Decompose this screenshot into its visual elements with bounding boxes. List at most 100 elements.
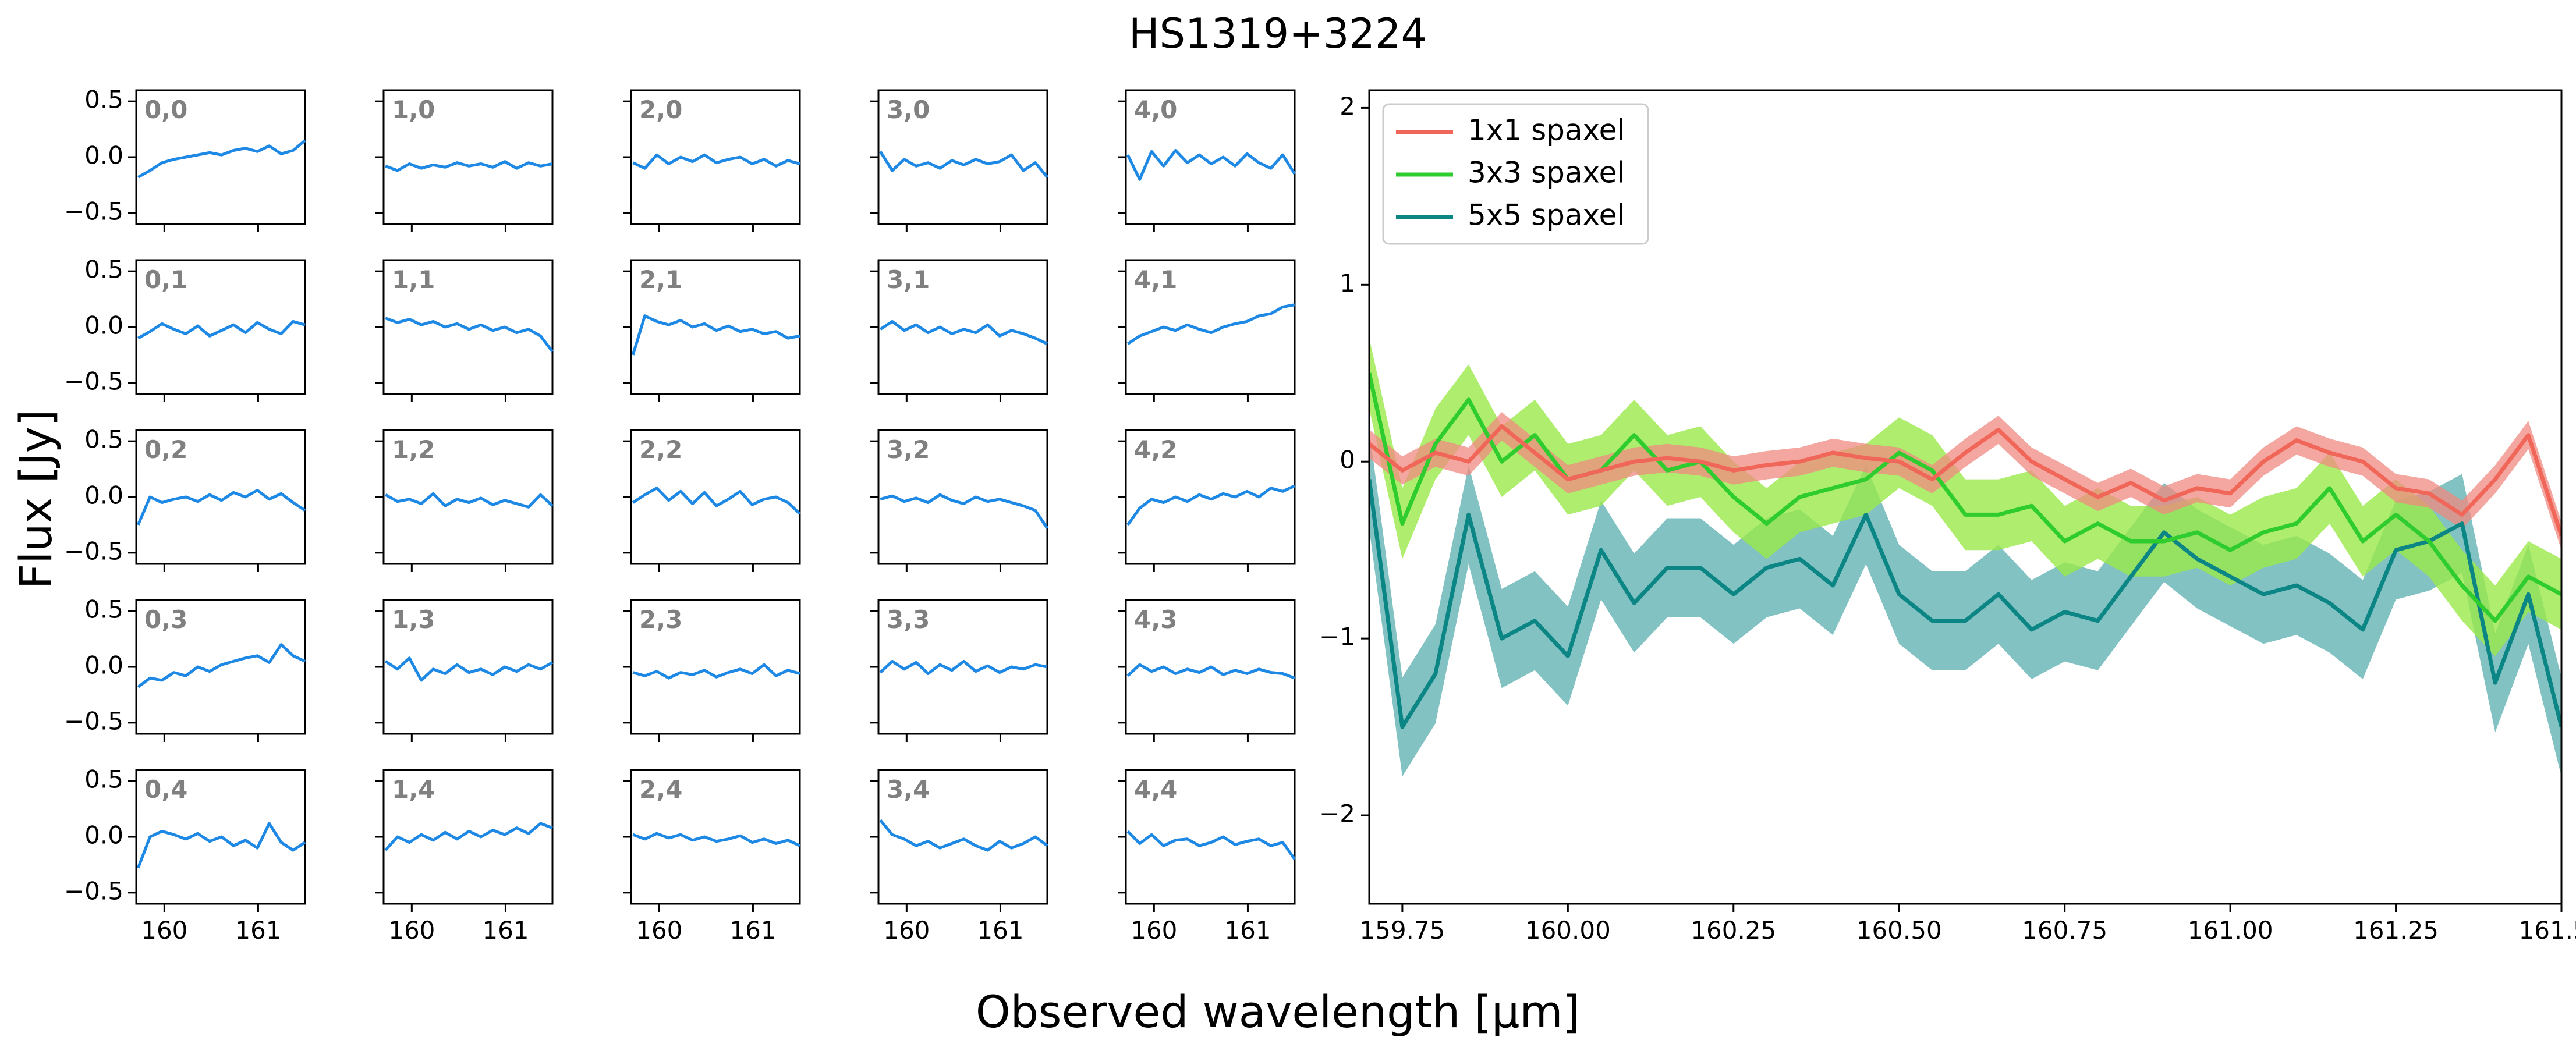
panel-label: 2,2: [639, 435, 682, 464]
y-tick-label: 0.5: [84, 765, 123, 794]
spaxel-panel-0-1: 0,1 0.5 0.0 −0.5: [64, 255, 306, 402]
panel-label: 3,2: [887, 435, 930, 464]
legend-box: [1382, 103, 1649, 245]
panel-label: 3,1: [887, 265, 930, 294]
panel-spectrum-line: [384, 656, 554, 682]
panel-label: 4,2: [1134, 435, 1177, 464]
spaxel-panel-3-1: 3,1: [870, 259, 1048, 402]
plot-frame: [1368, 89, 2563, 905]
panel-spectrum-line: [632, 832, 801, 847]
panel-label: 4,3: [1134, 605, 1177, 634]
spaxel-panel-3-2: 3,2: [870, 429, 1049, 572]
panel-spectrum-line: [1126, 663, 1295, 680]
panel-spectrum-line: [137, 319, 306, 340]
y-tick-label: −0.5: [64, 367, 123, 395]
panel-spectrum-line: [879, 659, 1048, 675]
x-tick-label: 161: [482, 916, 529, 945]
x-tick-label: 161.00: [2188, 916, 2273, 945]
y-tick-label: 0: [1340, 446, 1355, 474]
x-tick-label: 160: [1131, 916, 1177, 945]
legend: 1x1 spaxel 3x3 spaxel 5x5 spaxel: [1382, 103, 1649, 245]
x-tick-label: 160.00: [1525, 916, 1611, 945]
spaxel-panel-3-3: 3,3: [870, 599, 1048, 742]
panel-spectrum-line: [137, 139, 306, 179]
band-1x1-spaxel: [1369, 412, 2561, 551]
spaxel-panel-2-4: 2,4 160 161: [623, 769, 801, 945]
panel-spectrum-line: [632, 663, 800, 680]
panel-label: 1,1: [392, 265, 435, 294]
panel-label: 1,0: [392, 95, 435, 124]
x-tick-label: 160.50: [1856, 916, 1942, 945]
panel-spectrum-line: [879, 319, 1048, 346]
x-axis-label: Observed wavelength [µm]: [976, 986, 1580, 1038]
y-tick-label: −0.5: [64, 537, 123, 565]
y-axis-label: Flux [Jy]: [10, 410, 62, 590]
spaxel-panel-4-4: 4,4 160 161: [1118, 769, 1296, 945]
panel-label: 0,4: [144, 775, 187, 804]
y-tick-label: 0.5: [84, 86, 123, 114]
panel-spectrum-line: [880, 493, 1049, 530]
spaxel-panel-1-3: 1,3: [375, 599, 554, 742]
panel-spectrum-line: [1126, 303, 1295, 345]
spaxel-panel-4-1: 4,1: [1118, 259, 1296, 402]
y-tick-label: 0.0: [84, 821, 123, 850]
y-tick-label: 0.0: [84, 481, 123, 510]
x-tick-label: 161: [235, 916, 281, 945]
y-tick-label: 2: [1340, 92, 1355, 120]
panel-spectrum-line: [1126, 149, 1296, 181]
panel-label: 0,0: [144, 95, 187, 124]
spaxel-panel-1-1: 1,1: [375, 259, 554, 402]
x-tick-label: 160: [388, 916, 435, 945]
panel-spectrum-line: [384, 492, 554, 509]
spaxel-panel-3-4: 3,4 160 161: [870, 769, 1048, 945]
panel-label: 2,4: [639, 775, 682, 804]
spaxel-grid: 0,0 0.5 0.0 −0.5 1,0 2,0 3,0 4,0 0,1 0.5 0.0 −0.5 1,…: [64, 86, 1296, 945]
y-tick-label: 0.0: [84, 651, 123, 680]
y-tick-label: 0.0: [84, 311, 123, 340]
figure-title: HS1319+3224: [1129, 10, 1427, 58]
legend-label: 3x3 spaxel: [1468, 156, 1625, 190]
x-tick-label: 161.25: [2353, 916, 2439, 945]
panel-label: 2,0: [639, 95, 682, 124]
y-tick-label: 1: [1340, 269, 1355, 297]
y-tick-label: −0.5: [64, 197, 123, 225]
spaxel-panel-2-1: 2,1: [623, 259, 801, 402]
panel-label: 4,0: [1134, 95, 1177, 124]
spaxel-panel-0-0: 0,0 0.5 0.0 −0.5: [64, 86, 306, 232]
panel-label: 3,3: [887, 605, 930, 634]
spaxel-panel-2-2: 2,2: [623, 429, 801, 572]
spaxel-panel-1-2: 1,2: [375, 429, 554, 572]
spaxel-panel-0-3: 0,3 0.5 0.0 −0.5: [64, 595, 306, 742]
panel-label: 0,1: [144, 265, 187, 294]
y-tick-label: 0.0: [84, 141, 123, 170]
x-tick-label: 161: [977, 916, 1023, 945]
panel-spectrum-line: [136, 489, 306, 526]
panel-spectrum-line: [1126, 484, 1296, 526]
x-tick-label: 160: [636, 916, 682, 945]
panel-label: 3,4: [887, 775, 930, 804]
x-tick-label: 161: [729, 916, 776, 945]
spaxel-panel-4-3: 4,3: [1118, 599, 1296, 742]
panel-label: 1,2: [392, 435, 435, 464]
y-tick-label: −0.5: [64, 876, 123, 905]
spaxel-panel-4-0: 4,0: [1118, 89, 1296, 232]
spaxel-panel-4-2: 4,2: [1118, 429, 1296, 572]
y-tick-label: 0.5: [84, 425, 123, 454]
y-tick-label: 0.5: [84, 255, 123, 284]
spaxel-panel-2-3: 2,3: [623, 599, 801, 742]
panel-spectrum-line: [1126, 830, 1296, 860]
panel-spectrum-line: [879, 151, 1048, 179]
plot-area: [1369, 338, 2561, 777]
panel-spectrum-line: [631, 314, 800, 356]
panel-spectrum-line: [632, 153, 800, 170]
y-tick-label: −2: [1319, 800, 1355, 828]
line-5x5-spaxel: [1369, 479, 2561, 729]
panel-label: 3,0: [887, 95, 930, 124]
spaxel-panel-0-2: 0,2 0.5 0.0 −0.5: [64, 425, 306, 572]
y-tick-label: −1: [1319, 623, 1355, 651]
panel-label: 1,3: [392, 605, 435, 634]
spaxel-panel-1-4: 1,4 160 161: [375, 769, 554, 945]
spaxel-panel-2-0: 2,0: [623, 89, 801, 232]
panel-label: 4,4: [1134, 775, 1177, 804]
x-tick-label: 161: [1224, 916, 1271, 945]
